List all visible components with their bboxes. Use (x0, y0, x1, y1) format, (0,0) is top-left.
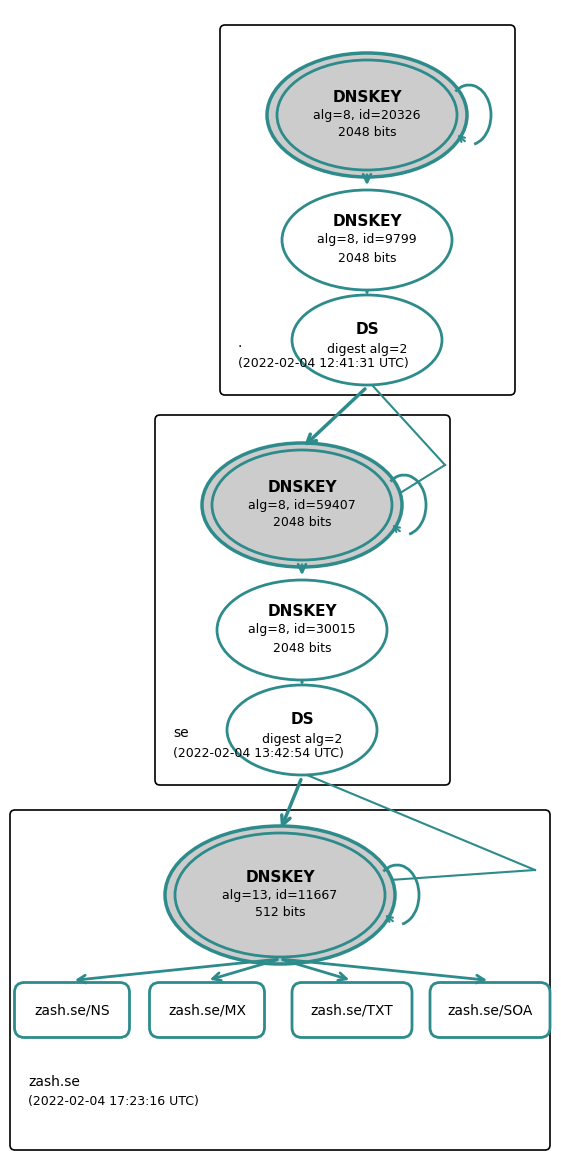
FancyBboxPatch shape (430, 983, 550, 1037)
Text: zash.se/SOA: zash.se/SOA (447, 1003, 533, 1017)
Ellipse shape (175, 833, 385, 957)
Text: alg=8, id=30015: alg=8, id=30015 (248, 624, 356, 637)
Text: (2022-02-04 12:41:31 UTC): (2022-02-04 12:41:31 UTC) (238, 357, 409, 369)
Text: 512 bits: 512 bits (255, 907, 305, 920)
Text: alg=8, id=20326: alg=8, id=20326 (313, 108, 421, 122)
Text: DNSKEY: DNSKEY (332, 215, 402, 230)
Ellipse shape (227, 685, 377, 775)
Text: (2022-02-04 17:23:16 UTC): (2022-02-04 17:23:16 UTC) (28, 1096, 199, 1108)
Text: digest alg=2: digest alg=2 (262, 733, 342, 746)
Text: 2048 bits: 2048 bits (338, 127, 396, 140)
Text: alg=13, id=11667: alg=13, id=11667 (222, 888, 338, 902)
FancyBboxPatch shape (10, 811, 550, 1150)
Text: zash.se/NS: zash.se/NS (34, 1003, 110, 1017)
Ellipse shape (212, 450, 392, 560)
Text: 2048 bits: 2048 bits (273, 642, 331, 655)
Text: DNSKEY: DNSKEY (267, 604, 337, 619)
FancyBboxPatch shape (149, 983, 264, 1037)
Text: DNSKEY: DNSKEY (245, 869, 315, 884)
FancyBboxPatch shape (15, 983, 130, 1037)
Text: 2048 bits: 2048 bits (338, 251, 396, 264)
Text: DS: DS (290, 712, 314, 727)
Text: DNSKEY: DNSKEY (332, 89, 402, 104)
Text: DNSKEY: DNSKEY (267, 480, 337, 495)
FancyBboxPatch shape (292, 983, 412, 1037)
Text: DS: DS (355, 323, 379, 338)
Text: zash.se: zash.se (28, 1074, 80, 1089)
FancyBboxPatch shape (155, 415, 450, 785)
Text: digest alg=2: digest alg=2 (327, 344, 407, 357)
Ellipse shape (217, 579, 387, 680)
Text: se: se (173, 726, 188, 740)
Text: 2048 bits: 2048 bits (273, 516, 331, 529)
Text: .: . (238, 335, 242, 350)
Text: alg=8, id=59407: alg=8, id=59407 (248, 499, 356, 511)
Text: (2022-02-04 13:42:54 UTC): (2022-02-04 13:42:54 UTC) (173, 746, 344, 759)
Text: alg=8, id=9799: alg=8, id=9799 (317, 233, 417, 246)
Ellipse shape (267, 53, 467, 177)
Ellipse shape (202, 443, 402, 567)
Ellipse shape (292, 294, 442, 385)
Text: zash.se/MX: zash.se/MX (168, 1003, 246, 1017)
Ellipse shape (282, 190, 452, 290)
FancyBboxPatch shape (220, 25, 515, 395)
Ellipse shape (165, 826, 395, 964)
Text: zash.se/TXT: zash.se/TXT (311, 1003, 393, 1017)
Ellipse shape (277, 60, 457, 170)
